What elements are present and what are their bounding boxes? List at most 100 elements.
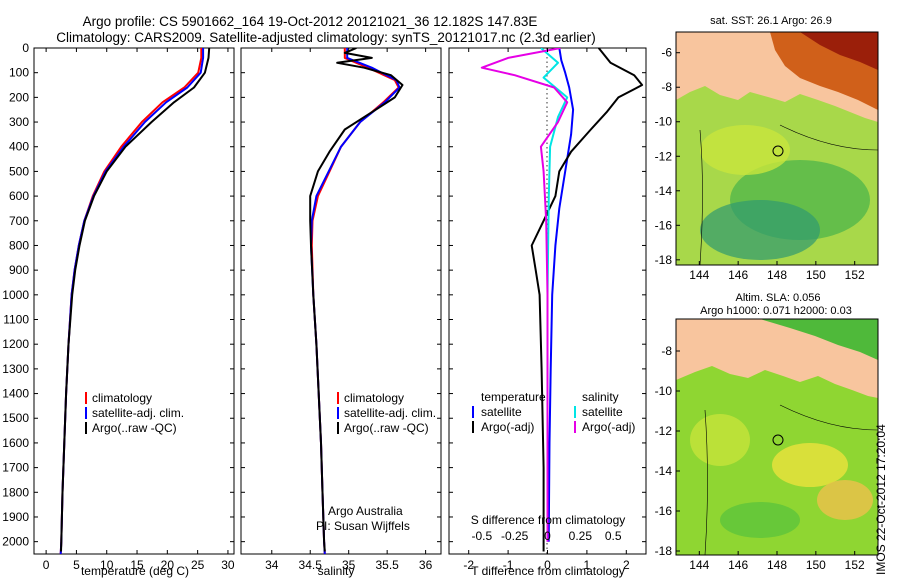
sst-cool-patch-south [700, 200, 820, 260]
x-tick-label: -2 [463, 558, 474, 572]
x-tick-label: 15 [130, 558, 144, 572]
legend-t-satellite: satellite [481, 405, 522, 419]
sla-mid-patch [690, 414, 750, 466]
sla-map-title-line2: Argo h1000: 0.071 h2000: 0.03 [700, 305, 852, 317]
temperature-xlabel: temperature (deg C) [81, 564, 189, 578]
depth-tick-label: 1700 [2, 461, 29, 475]
salinity-legend: climatology satellite-adj. clim. Argo(..… [337, 391, 436, 435]
depth-tick-label: 100 [9, 66, 29, 80]
depth-tick-label: 1300 [2, 362, 29, 376]
depth-tick-label: 1100 [3, 313, 29, 327]
s-tick-label: -0.5 [471, 529, 492, 543]
series-line-argo-raw-qc- [309, 48, 404, 552]
map-x-tick-label: 146 [728, 558, 748, 572]
sst-contour [699, 124, 878, 265]
sal-legend-climatology: climatology [344, 391, 404, 405]
x-tick-label: 34.5 [299, 558, 323, 572]
s-difference-label: S difference from climatology [471, 513, 626, 527]
x-tick-label: 1 [584, 558, 591, 572]
sst-argo-location [772, 145, 784, 157]
salinity-x-axis: 34 34.5 35 35.5 36 [265, 48, 433, 572]
map-x-tick-label: 146 [728, 268, 748, 282]
s-tick-label: 0.25 [569, 529, 593, 543]
t-difference-xlabel: T difference from climatology [471, 564, 625, 578]
legend-climatology: climatology [92, 391, 152, 405]
depth-tick-label: 1800 [2, 485, 29, 499]
depth-tick-label: 1000 [2, 288, 29, 302]
s-tick-label: 0.5 [605, 529, 622, 543]
map-y-tick-label: -16 [655, 504, 673, 518]
x-tick-label: 35 [342, 558, 356, 572]
series-line-climatology [59, 48, 203, 554]
x-tick-label: 2 [623, 558, 630, 572]
depth-tick-label: 600 [9, 189, 29, 203]
sst-hot-region [800, 32, 878, 70]
series-line-temperature-argo-adj- [530, 48, 644, 552]
series-line-temperature-satellite [547, 48, 575, 542]
sla-high-patch-east [817, 480, 873, 520]
map-x-tick-label: 148 [767, 268, 787, 282]
depth-tick-label: 1400 [2, 387, 29, 401]
sst-map-image [676, 32, 878, 265]
map-x-tick-label: 148 [767, 558, 787, 572]
salinity-panel-frame [240, 47, 442, 555]
legend-argo: Argo(..raw -QC) [92, 421, 177, 435]
sal-legend-argo: Argo(..raw -QC) [344, 421, 429, 435]
x-tick-label: 20 [161, 558, 175, 572]
annotation-argo-australia: Argo Australia [328, 504, 403, 518]
sst-mid-patch [700, 125, 790, 175]
sst-map-axes: 144 146 148 150 152 -6 -8 -10 -12 -14 -16 -18 [655, 46, 865, 282]
depth-tick-label: 400 [9, 140, 29, 154]
temperature-legend: climatology satellite-adj. clim. Argo(..… [85, 391, 184, 435]
annotation-pi: PI: Susan Wijffels [316, 519, 410, 533]
legend-salinity-header: salinity [582, 390, 619, 404]
sla-map: Altim. SLA: 0.056 Argo h1000: 0.071 h200… [655, 292, 879, 572]
difference-x-axis: -2 -1 0 1 2 -0.5 -0.25 0 0.25 0.5 [463, 48, 630, 572]
x-tick-label: 0 [544, 558, 551, 572]
map-y-tick-label: -8 [661, 344, 672, 358]
x-tick-label: -1 [503, 558, 514, 572]
map-x-tick-label: 144 [689, 558, 709, 572]
map-x-tick-label: 150 [806, 268, 826, 282]
series-line-satellite-adj-clim- [59, 48, 205, 554]
legend-t-argo: Argo(-adj) [481, 420, 534, 434]
s-tick-label: 0 [544, 529, 551, 543]
temperature-x-axis: 0 5 10 15 20 25 30 [43, 48, 235, 572]
sla-map-image [676, 319, 878, 555]
x-tick-label: 25 [191, 558, 205, 572]
s-tick-label: -0.25 [501, 529, 529, 543]
map-y-tick-label: -8 [661, 80, 672, 94]
depth-tick-label: 0 [22, 41, 29, 55]
map-y-tick-label: -18 [655, 253, 673, 267]
depth-tick-label: 1200 [2, 337, 29, 351]
map-y-tick-label: -12 [655, 149, 673, 163]
difference-legend: temperature satellite Argo(-adj) salinit… [472, 390, 635, 434]
sal-legend-satellite: satellite-adj. clim. [344, 406, 436, 420]
x-tick-label: 35.5 [375, 558, 399, 572]
map-y-tick-label: -16 [655, 218, 673, 232]
depth-tick-label: 2000 [2, 535, 29, 549]
map-y-tick-label: -14 [655, 464, 673, 478]
temperature-panel: 0 5 10 15 20 25 30 temperature (deg C) climato… [33, 47, 235, 578]
legend-temperature-header: temperature [481, 390, 546, 404]
legend-s-argo: Argo(-adj) [582, 420, 635, 434]
map-y-tick-label: -18 [655, 544, 673, 558]
depth-tick-label: 1500 [2, 411, 29, 425]
map-x-tick-label: 152 [845, 558, 865, 572]
map-y-tick-label: -10 [655, 115, 673, 129]
map-y-tick-label: -10 [655, 384, 673, 398]
sla-map-axes: 144 146 148 150 152 -8 -10 -12 -14 -16 -18 [655, 344, 865, 572]
salinity-xlabel: salinity [318, 564, 355, 578]
salinity-series [309, 48, 404, 554]
map-x-tick-label: 150 [806, 558, 826, 572]
sla-north-sea [760, 319, 878, 360]
salinity-panel: 34 34.5 35 35.5 36 salinity climatology sate… [240, 47, 442, 578]
depth-tick-label: 500 [9, 164, 29, 178]
series-line-salinity-argo-adj- [480, 48, 569, 542]
difference-series [480, 48, 644, 552]
sla-high-patch [772, 443, 848, 487]
x-tick-label: 34 [265, 558, 279, 572]
x-tick-label: 0 [43, 558, 50, 572]
map-y-tick-label: -6 [661, 46, 672, 60]
map-x-tick-label: 152 [845, 268, 865, 282]
